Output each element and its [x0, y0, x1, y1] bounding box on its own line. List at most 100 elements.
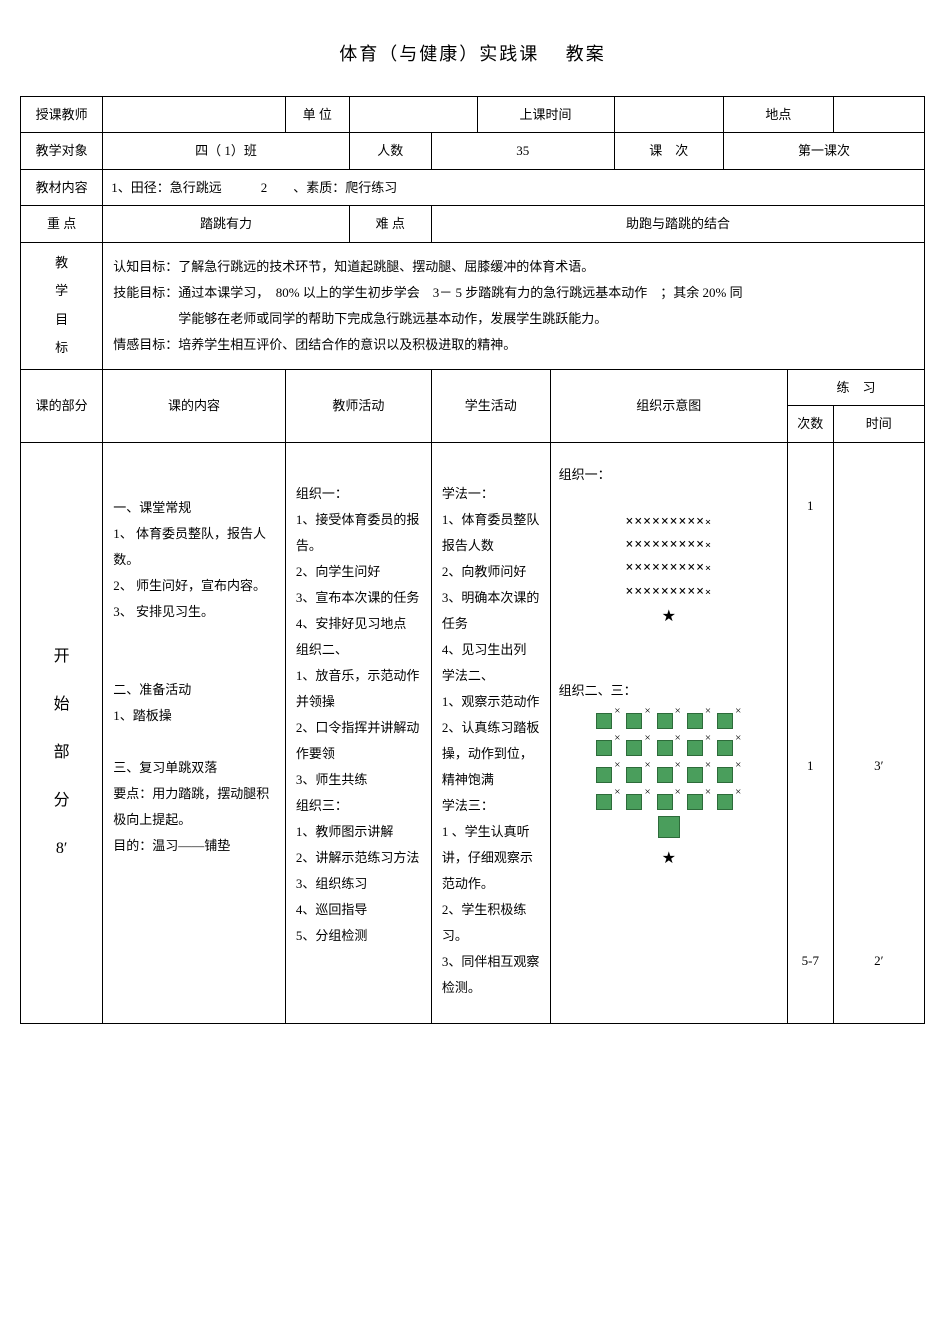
- student-s6: 2、认真练习踏板操，动作到位，精神饱满: [442, 715, 540, 793]
- col-duration: 时间: [833, 406, 924, 442]
- time-value: [614, 97, 724, 133]
- student-s9: 3、同伴相互观察检测。: [442, 949, 540, 1001]
- header-row-2: 教学对象 四（ 1）班 人数 35 课 次 第一课次: [21, 133, 925, 169]
- header-row-4: 重 点 踏跳有力 难 点 助跑与踏跳的结合: [21, 206, 925, 242]
- practice-t2: 3′: [836, 733, 922, 798]
- student-s5: 1、观察示范动作: [442, 689, 540, 715]
- teacher-h2: 组织二、: [296, 637, 421, 663]
- squares-row-3: × × × × ×: [559, 760, 779, 783]
- teacher-t11: 4、巡回指导: [296, 897, 421, 923]
- teacher-h1: 组织一：: [296, 481, 421, 507]
- practice-n1: 1: [790, 473, 831, 538]
- section-1-content: 一、课堂常规 1、 体育委员整队，报告人数。 2、 师生问好，宣布内容。 3、 …: [103, 442, 286, 1023]
- teacher-t4: 4、安排好见习地点: [296, 611, 421, 637]
- teacher-t9: 2、讲解示范练习方法: [296, 845, 421, 871]
- teacher-t3: 3、宣布本次课的任务: [296, 585, 421, 611]
- content-c5: 要点：用力踏跳，摆动腿积极向上提起。: [113, 781, 275, 833]
- unit-value: [349, 97, 477, 133]
- section-char-3: 部: [54, 744, 70, 761]
- goals-label: 教 学 目 标: [21, 242, 103, 369]
- target-value: 四（ 1）班: [103, 133, 350, 169]
- goals-line-2: 技能目标：通过本课学习， 80% 以上的学生初步学会 3－ 5 步踏跳有力的急行…: [113, 280, 914, 306]
- section-char-5: 8′: [56, 840, 68, 857]
- student-s8: 2、学生积极练习。: [442, 897, 540, 949]
- section-1-row: 开 始 部 分 8′ 一、课堂常规 1、 体育委员整队，报告人数。 2、 师生问…: [21, 442, 925, 1023]
- content-h2: 二、准备活动: [113, 677, 275, 703]
- session-label: 课 次: [614, 133, 724, 169]
- material-label: 教材内容: [21, 169, 103, 205]
- goals-char-2: 学: [55, 283, 68, 298]
- goals-char-3: 目: [55, 312, 68, 327]
- col-student: 学生活动: [431, 369, 550, 442]
- unit-label: 单 位: [285, 97, 349, 133]
- col-part: 课的部分: [21, 369, 103, 442]
- location-value: [833, 97, 924, 133]
- student-s7: 1 、学生认真听讲，仔细观察示范动作。: [442, 819, 540, 897]
- teacher-t5: 1、放音乐，示范动作并领操: [296, 663, 421, 715]
- header-row-1: 授课教师 单 位 上课时间 地点: [21, 97, 925, 133]
- col-times: 次数: [787, 406, 833, 442]
- difficulty-label: 难 点: [349, 206, 431, 242]
- teacher-t6: 2、口令指挥并讲解动作要领: [296, 715, 421, 767]
- practice-n2: 1: [790, 733, 831, 798]
- student-h1: 学法一：: [442, 481, 540, 507]
- section-1-student: 学法一： 1、体育委员整队报告人数 2、向教师问好 3、明确本次课的任务 4、见…: [431, 442, 550, 1023]
- teacher-star-1: ★: [559, 603, 779, 632]
- header-row-3: 教材内容 1、田径：急行跳远 2 、素质：爬行练习: [21, 169, 925, 205]
- goals-line-3: 情感目标：培养学生相互评价、团结合作的意识以及积极进取的精神。: [113, 332, 914, 358]
- section-char-2: 始: [54, 696, 70, 713]
- col-teacher: 教师活动: [285, 369, 431, 442]
- diagram-h1: 组织一：: [559, 463, 779, 486]
- difficulty-value: 助跑与踏跳的结合: [431, 206, 924, 242]
- col-practice: 练 习: [787, 369, 924, 405]
- goals-content: 认知目标：了解急行跳远的技术环节，知道起跳腿、摆动腿、屈膝缓冲的体育术语。 技能…: [103, 242, 925, 369]
- formation-line-1: ××××××××××: [559, 510, 779, 533]
- goals-line-2b: 学能够在老师或同学的帮助下完成急行跳远基本动作，发展学生跳跃能力。: [113, 306, 914, 332]
- formation-line-4: ××××××××××: [559, 580, 779, 603]
- goals-row: 教 学 目 标 认知目标：了解急行跳远的技术环节，知道起跳腿、摆动腿、屈膝缓冲的…: [21, 242, 925, 369]
- practice-duration: - 3′ 2′: [833, 442, 924, 1023]
- student-s4: 4、见习生出列: [442, 637, 540, 663]
- content-c1: 1、 体育委员整队，报告人数。: [113, 521, 275, 573]
- teacher-star-2: ★: [559, 845, 779, 874]
- teacher-t7: 3、师生共练: [296, 767, 421, 793]
- count-value: 35: [431, 133, 614, 169]
- student-h2: 学法二、: [442, 663, 540, 689]
- content-c4: 1、踏板操: [113, 703, 275, 729]
- center-square: [559, 816, 779, 845]
- formation-line-3: ××××××××××: [559, 556, 779, 579]
- time-label: 上课时间: [477, 97, 614, 133]
- target-label: 教学对象: [21, 133, 103, 169]
- section-char-4: 分: [54, 792, 70, 809]
- student-s1: 1、体育委员整队报告人数: [442, 507, 540, 559]
- formation-line-2: ××××××××××: [559, 533, 779, 556]
- teacher-t8: 1、教师图示讲解: [296, 819, 421, 845]
- teacher-t1: 1、接受体育委员的报告。: [296, 507, 421, 559]
- student-s3: 3、明确本次课的任务: [442, 585, 540, 637]
- diagram-h2: 组织二、三：: [559, 679, 779, 702]
- content-c2: 2、 师生问好，宣布内容。: [113, 573, 275, 599]
- teacher-label: 授课教师: [21, 97, 103, 133]
- section-1-diagram: 组织一： ×××××××××× ×××××××××× ×××××××××× ××…: [550, 442, 787, 1023]
- content-c6: 目的：温习――铺垫: [113, 833, 275, 859]
- teacher-h3: 组织三：: [296, 793, 421, 819]
- section-1-teacher: 组织一： 1、接受体育委员的报告。 2、向学生问好 3、宣布本次课的任务 4、安…: [285, 442, 431, 1023]
- content-h3: 三、复习单跳双落: [113, 755, 275, 781]
- teacher-t10: 3、组织练习: [296, 871, 421, 897]
- col-content: 课的内容: [103, 369, 286, 442]
- practice-n3: 5-7: [790, 928, 831, 993]
- content-h1: 一、课堂常规: [113, 495, 275, 521]
- teacher-t2: 2、向学生问好: [296, 559, 421, 585]
- teacher-t12: 5、分组检测: [296, 923, 421, 949]
- squares-row-1: × × × × ×: [559, 706, 779, 729]
- goals-line-1: 认知目标：了解急行跳远的技术环节，知道起跳腿、摆动腿、屈膝缓冲的体育术语。: [113, 254, 914, 280]
- title-part-1: 体育（与健康）实践课: [339, 44, 539, 64]
- session-value: 第一课次: [724, 133, 925, 169]
- practice-times: 1 1 5-7: [787, 442, 833, 1023]
- lesson-plan-table: 授课教师 单 位 上课时间 地点 教学对象 四（ 1）班 人数 35 课 次 第…: [20, 96, 925, 1024]
- goals-char-1: 教: [55, 255, 68, 270]
- column-header-row: 课的部分 课的内容 教师活动 学生活动 组织示意图 练 习: [21, 369, 925, 405]
- section-1-label: 开 始 部 分 8′: [21, 442, 103, 1023]
- squares-row-2: × × × × ×: [559, 733, 779, 756]
- teacher-value: [103, 97, 286, 133]
